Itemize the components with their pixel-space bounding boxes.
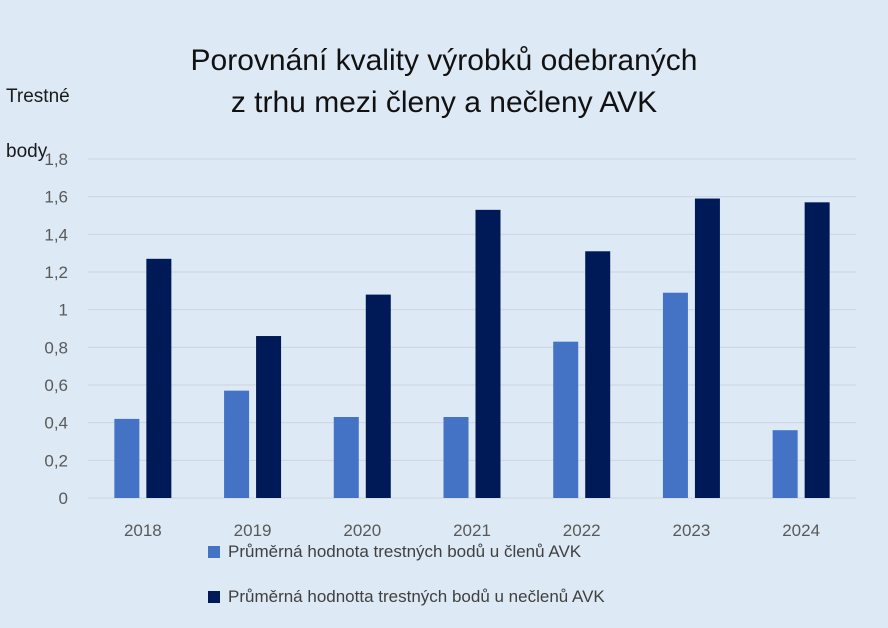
bar-nonmembers-2024 [804,202,830,499]
legend-label-nonmembers: Průměrná hodnotta trestných bodů u nečle… [228,587,605,606]
bar-members-2020 [333,417,359,498]
x-tick-label-2024: 2024 [782,521,820,540]
bar-members-2023 [662,292,688,498]
y-tick-label: 1,2 [44,263,68,282]
bar-members-2022 [553,341,579,498]
bar-members-2024 [772,430,798,498]
y-tick-label: 0,8 [44,338,68,357]
x-tick-label-2021: 2021 [453,521,491,540]
x-tick-label-2023: 2023 [673,521,711,540]
bar-nonmembers-2020 [365,294,391,498]
bar-nonmembers-2021 [475,209,501,498]
y-tick-label: 0,6 [44,376,68,395]
chart-title-line-1: Porovnání kvality výrobků odebraných [190,44,698,77]
x-tick-label-2019: 2019 [234,521,272,540]
legend-item-nonmembers: Průměrná hodnotta trestných bodů u nečle… [208,586,605,608]
bar-nonmembers-2022 [585,251,611,498]
x-tick-label-2018: 2018 [124,521,162,540]
y-tick-label: 0 [59,489,68,508]
y-tick-label: 1 [59,301,68,320]
bar-members-2018 [114,418,140,498]
legend-label-members: Průměrná hodnota trestných bodů u členů … [228,542,582,561]
bar-nonmembers-2019 [256,336,282,498]
y-tick-label: 0,4 [44,414,68,433]
bar-members-2019 [224,390,250,498]
bar-nonmembers-2018 [146,258,172,498]
y-tick-label: 1,8 [44,150,68,169]
bar-nonmembers-2023 [694,198,720,499]
legend-swatch-members [208,546,220,558]
y-tick-label: 1,6 [44,188,68,207]
chart-title-line-2: z trhu mezi členy a nečleny AVK [230,86,658,119]
x-tick-label-2020: 2020 [343,521,381,540]
x-tick-label-2022: 2022 [563,521,601,540]
legend-item-members: Průměrná hodnota trestných bodů u členů … [208,541,581,563]
legend-swatch-nonmembers [208,591,220,603]
bar-members-2021 [443,417,469,498]
y-tick-label: 0,2 [44,451,68,470]
y-tick-label: 1,4 [44,225,68,244]
